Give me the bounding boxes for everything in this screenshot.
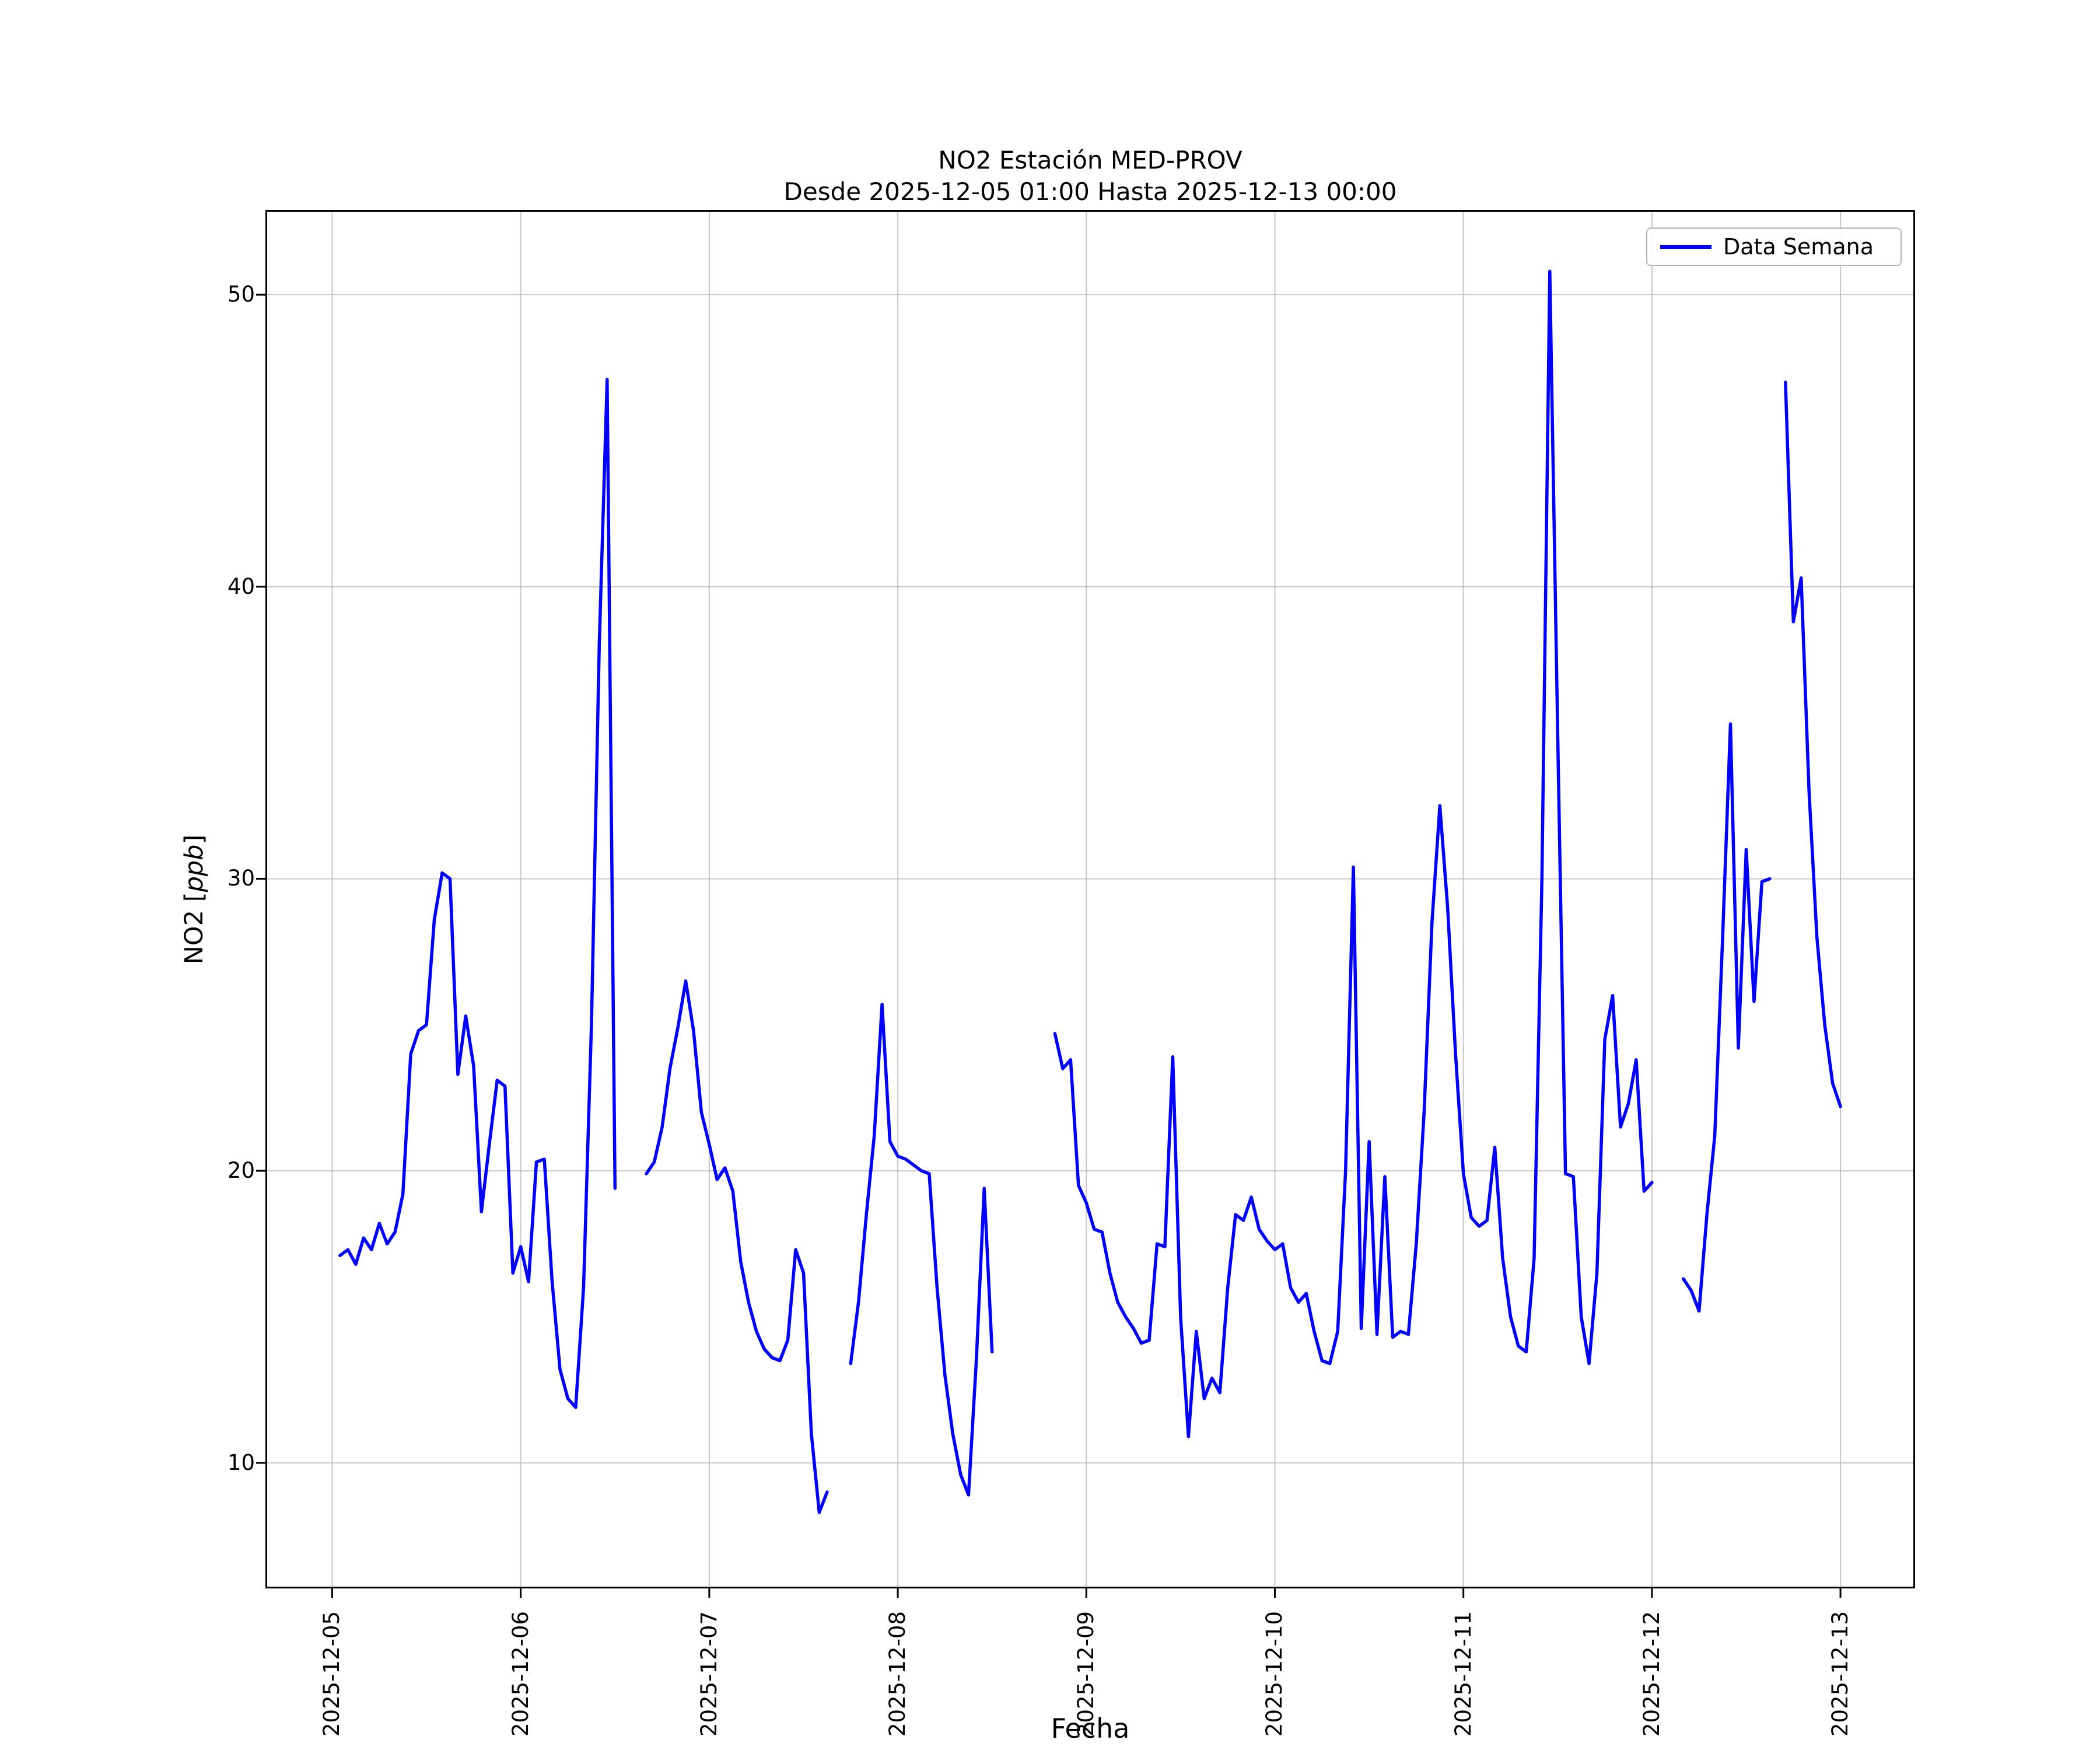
data-series-line [1053, 270, 1654, 1438]
y-tick-label: 10 [227, 1450, 255, 1475]
x-tick-label: 2025-12-10 [1262, 1611, 1287, 1737]
x-tick-label: 2025-12-13 [1828, 1611, 1853, 1737]
chart-title: NO2 Estación MED-PROV Desde 2025-12-05 0… [265, 145, 1915, 208]
legend: Data Semana [1646, 228, 1902, 266]
y-tick-label: 30 [227, 866, 255, 891]
y-tick-label: 50 [227, 282, 255, 307]
y-tick-label: 40 [227, 573, 255, 599]
x-axis-label: Fecha [1051, 1713, 1130, 1744]
legend-line-sample [1660, 244, 1712, 249]
x-tick-label: 2025-12-07 [696, 1611, 722, 1737]
axes-spines [265, 210, 1915, 1588]
x-tick-label: 2025-12-05 [319, 1611, 345, 1737]
x-tick-label: 2025-12-06 [508, 1611, 533, 1737]
y-axis-label: NO2 [ppb] [180, 834, 209, 965]
plot-area [256, 210, 1915, 1598]
data-series-line [1681, 722, 1772, 1313]
x-tick-label: 2025-12-12 [1639, 1611, 1664, 1737]
legend-label: Data Semana [1723, 234, 1874, 260]
chart-title-line2: Desde 2025-12-05 01:00 Hasta 2025-12-13 … [783, 177, 1397, 206]
data-series-line [849, 1002, 994, 1497]
x-tick-label: 2025-12-11 [1450, 1611, 1476, 1737]
x-tick-label: 2025-12-08 [885, 1611, 911, 1737]
x-tick-label: 2025-12-09 [1073, 1611, 1099, 1737]
y-tick-label: 20 [227, 1158, 255, 1184]
data-series-line [645, 979, 829, 1514]
data-series-line [338, 377, 617, 1409]
chart-title-line1: NO2 Estación MED-PROV [938, 146, 1242, 174]
data-series-line [1784, 380, 1842, 1108]
